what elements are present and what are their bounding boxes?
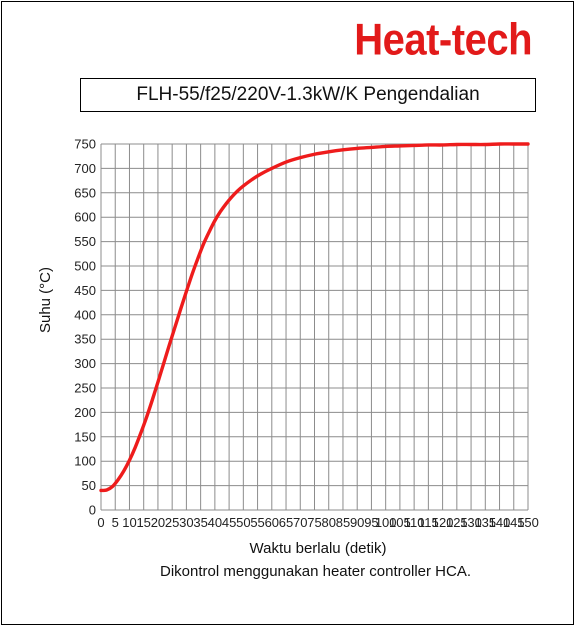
x-tick-label: 40: [208, 515, 222, 530]
x-tick-label: 70: [293, 515, 307, 530]
y-tick-label: 250: [74, 381, 96, 396]
y-tick-label: 0: [89, 503, 96, 518]
x-tick-label: 10: [122, 515, 136, 530]
x-tick-label: 125: [446, 515, 468, 530]
grid-lines: [100, 143, 529, 511]
x-tick-label: 115: [418, 515, 439, 530]
y-tick-label: 600: [74, 210, 96, 225]
x-tick-label: 120: [432, 515, 454, 530]
x-tick-labels: 0 5 10 15 20 25 30 35 40 45 50 55 60 65 70 75 80 85 90 9510…: [97, 515, 538, 530]
x-tick-label: 130: [460, 515, 482, 530]
x-tick-label: 90: [350, 515, 364, 530]
x-tick-label: 80: [321, 515, 335, 530]
x-tick-label: 0: [97, 515, 104, 530]
x-tick-label: 105: [389, 515, 411, 530]
x-tick-label: 65: [279, 515, 293, 530]
brand-logo: Heat-tech: [354, 15, 532, 65]
y-tick-label: 450: [74, 283, 96, 298]
y-tick-label: 400: [74, 307, 96, 322]
x-tick-label: 15: [136, 515, 150, 530]
x-tick-label: 35: [193, 515, 207, 530]
x-tick-label: 50: [236, 515, 250, 530]
x-tick-label: 30: [179, 515, 193, 530]
x-axis-title: Waktu berlalu (detik): [250, 540, 387, 557]
y-tick-label: 550: [74, 234, 96, 249]
x-tick-label: 5: [112, 515, 119, 530]
x-tick-label: 25: [165, 515, 179, 530]
x-tick-label: 20: [151, 515, 165, 530]
x-tick-label: 150: [517, 515, 539, 530]
y-tick-label: 700: [74, 161, 96, 176]
x-tick-label: 95: [364, 515, 378, 530]
y-tick-labels: 0 50 100 150 200 250 300 350 400 450 500 550 600 650 7…: [74, 137, 96, 518]
x-tick-label: 110: [404, 515, 425, 530]
y-tick-label: 300: [74, 356, 96, 371]
x-tick-label: 100: [375, 515, 397, 530]
x-tick-label: 60: [265, 515, 279, 530]
caption-note: Dikontrol menggunakan heater controller …: [160, 563, 471, 580]
y-tick-label: 750: [74, 137, 96, 152]
y-tick-label: 500: [74, 259, 96, 274]
y-tick-label: 150: [74, 429, 96, 444]
chart-title: FLH-55/f25/220V-1.3kW/K Pengendalian: [80, 78, 536, 112]
x-tick-label: 75: [307, 515, 321, 530]
x-tick-label: 45: [222, 515, 236, 530]
y-tick-label: 50: [82, 478, 96, 493]
y-tick-label: 200: [74, 405, 96, 420]
x-tick-label: 55: [250, 515, 264, 530]
x-tick-label: 85: [336, 515, 350, 530]
y-axis-title: Suhu (°C): [37, 267, 54, 333]
x-tick-label: 135: [474, 515, 496, 530]
y-tick-label: 650: [74, 185, 96, 200]
x-tick-label: 145: [503, 515, 525, 530]
y-tick-label: 100: [74, 454, 96, 469]
y-tick-label: 350: [74, 332, 96, 347]
x-tick-label: 140: [489, 515, 511, 530]
temperature-series-line: [99, 142, 530, 493]
